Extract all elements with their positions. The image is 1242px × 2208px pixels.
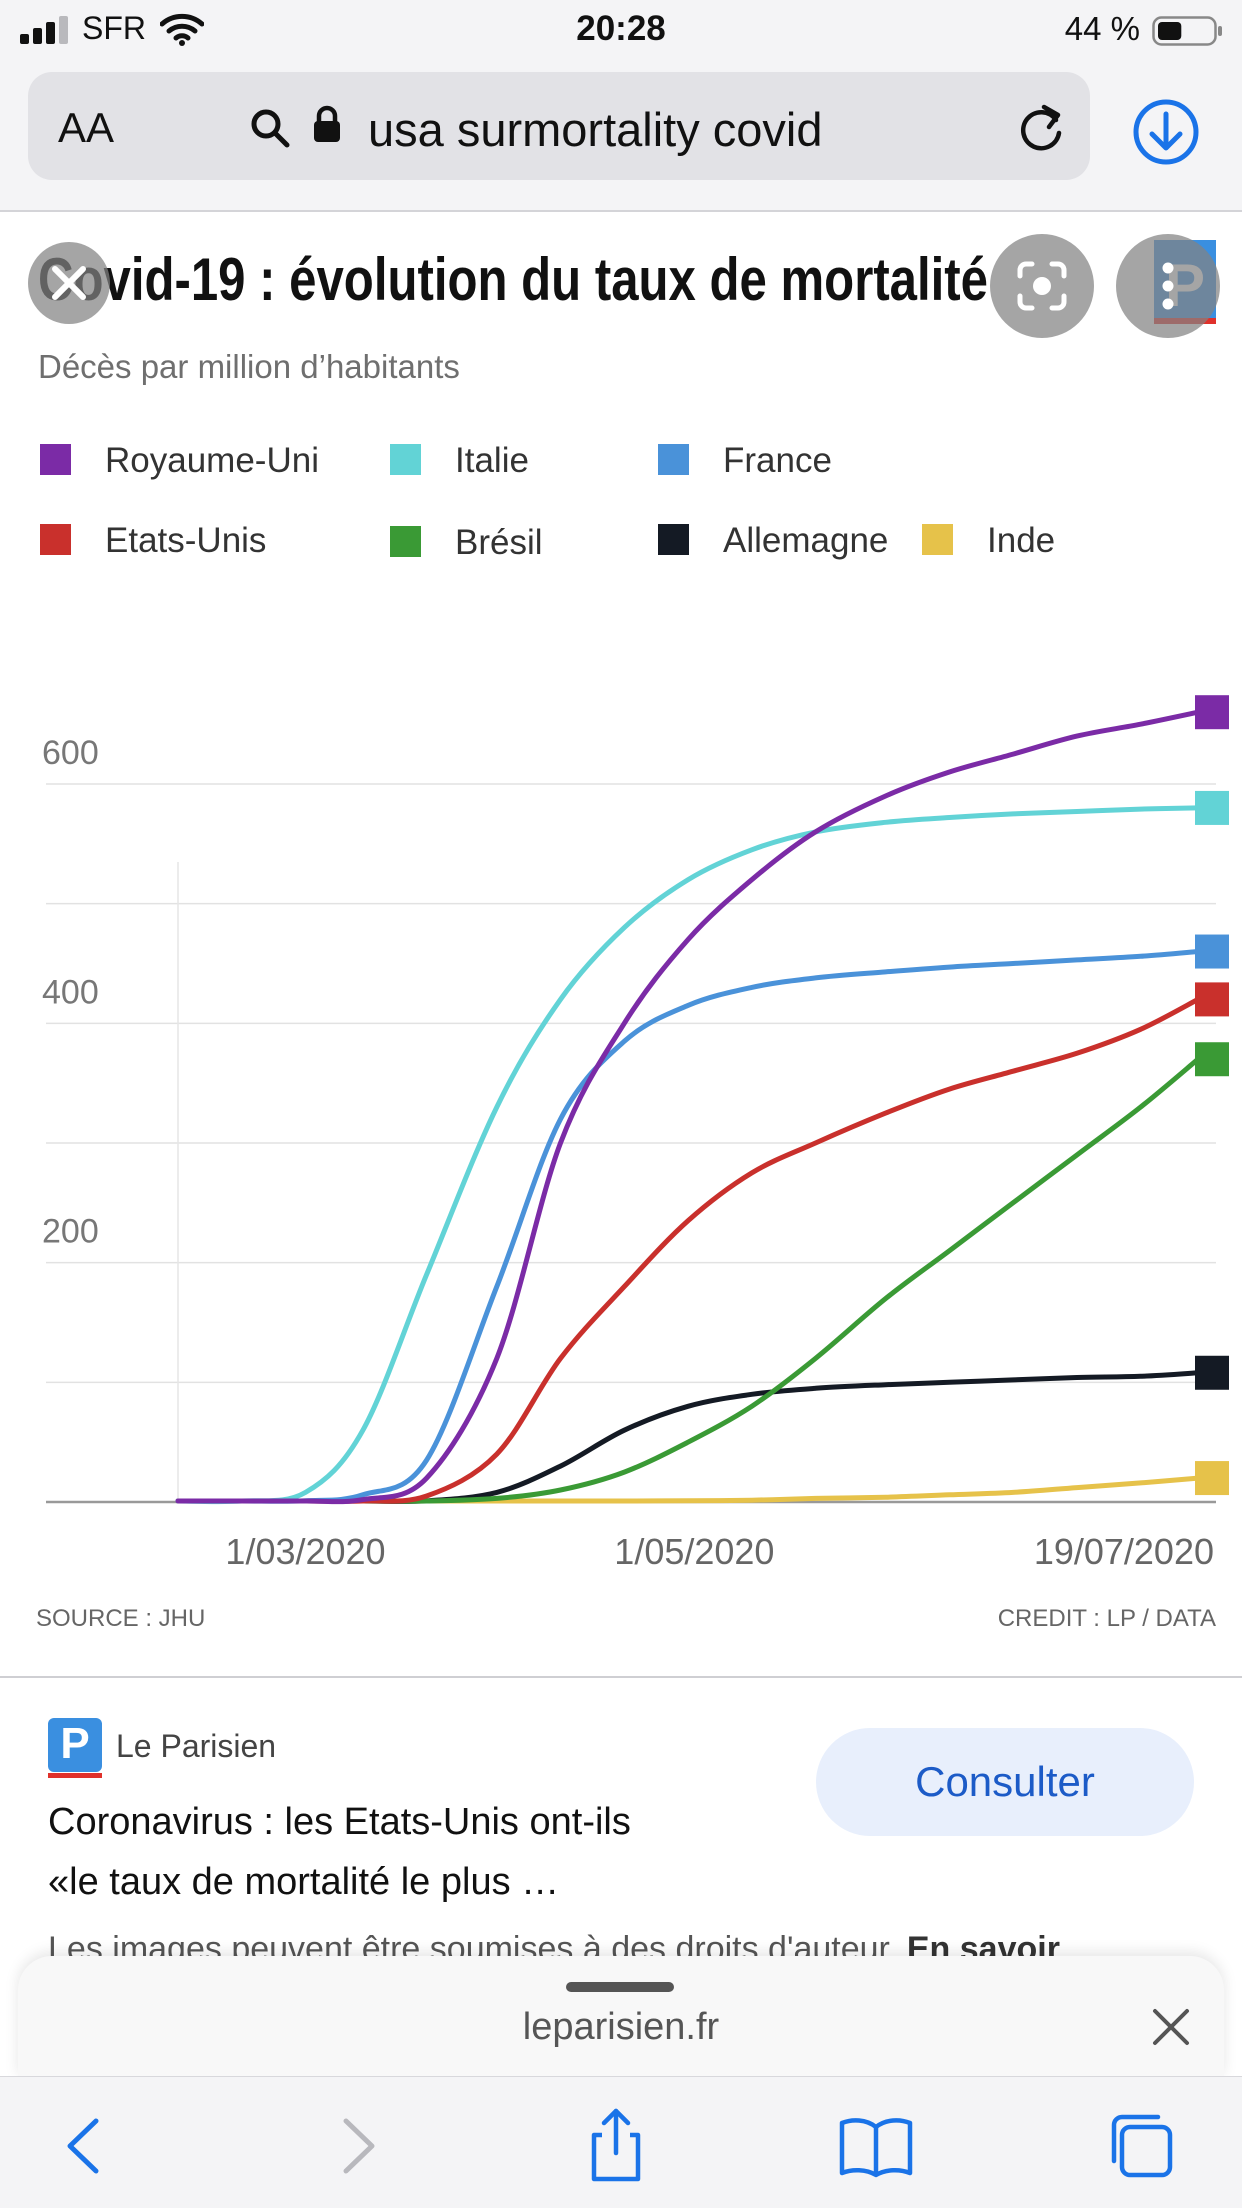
chart-legend: Royaume-Uni Italie France Etats-Unis Brésil A… xyxy=(40,441,1055,562)
sheet-domain: leparisien.fr xyxy=(522,2006,720,2048)
browser-toolbar xyxy=(0,2076,1242,2208)
legend-label: Allemagne xyxy=(723,521,888,560)
image-preview[interactable]: Covid-19 : évolution du taux de mortalit… xyxy=(0,212,1242,1678)
y-tick-label: 200 xyxy=(42,1213,99,1251)
legend-label: Brésil xyxy=(455,523,543,562)
legend-label: Italie xyxy=(455,441,529,480)
legend-label: Royaume-Uni xyxy=(105,441,319,480)
chart-grid xyxy=(46,783,1216,1504)
x-axis-ticks: 1/03/2020 1/05/2020 19/07/2020 xyxy=(225,1531,1214,1572)
battery-icon xyxy=(1152,16,1222,46)
more-vertical-icon xyxy=(1162,262,1174,310)
legend-swatch xyxy=(658,524,689,555)
y-tick-label: 400 xyxy=(42,973,99,1011)
series-end-marker xyxy=(1195,982,1229,1017)
chart-series xyxy=(175,695,1229,1505)
carrier-name: SFR xyxy=(82,10,146,46)
text-size-label: AA xyxy=(58,104,115,151)
grab-handle[interactable] xyxy=(566,1982,674,1992)
reload-icon[interactable] xyxy=(1016,102,1066,154)
series-line xyxy=(175,709,1201,1505)
legend-swatch xyxy=(390,444,421,475)
forward-icon[interactable] xyxy=(318,2111,394,2181)
result-title[interactable]: Coronavirus : les Etats-Unis ont-ils «le… xyxy=(48,1792,788,1912)
download-icon[interactable] xyxy=(1132,98,1200,166)
series-end-marker xyxy=(1195,695,1229,730)
clock: 20:28 xyxy=(576,9,666,48)
share-icon[interactable] xyxy=(578,2105,654,2183)
text-size-button[interactable]: AA xyxy=(58,104,114,152)
series-line xyxy=(175,805,1201,1505)
legend-swatch xyxy=(40,444,71,475)
y-axis-ticks: 200 400 600 xyxy=(42,734,99,1251)
lock-icon xyxy=(314,105,340,142)
legend-swatch xyxy=(390,526,421,557)
x-tick-label: 1/05/2020 xyxy=(614,1531,774,1572)
wifi-icon xyxy=(160,13,204,46)
series-line xyxy=(175,949,1201,1504)
chart-subtitle: Décès par million d’habitants xyxy=(38,348,460,385)
legend-label: Etats-Unis xyxy=(105,521,266,560)
x-tick-label: 19/07/2020 xyxy=(1034,1531,1214,1572)
more-options-button[interactable] xyxy=(1116,234,1220,338)
bottom-sheet[interactable]: leparisien.fr xyxy=(18,1956,1224,2078)
source-logo: P xyxy=(48,1718,102,1778)
y-tick-label: 600 xyxy=(42,734,99,772)
result-info: P Le Parisien Coronavirus : les Etats-Un… xyxy=(0,1680,1242,1968)
lens-icon xyxy=(1017,261,1067,311)
close-sheet-icon[interactable] xyxy=(1150,2006,1192,2048)
series-end-marker xyxy=(1195,1355,1229,1390)
legend-swatch xyxy=(922,524,953,555)
series-end-marker xyxy=(1195,1461,1229,1496)
series-line xyxy=(175,1370,1201,1504)
battery-percentage: 44 % xyxy=(1064,10,1140,47)
visual-search-button[interactable] xyxy=(990,234,1094,338)
chart-credit: CREDIT : LP / DATA xyxy=(998,1605,1216,1632)
legend-swatch xyxy=(658,444,689,475)
close-icon xyxy=(52,266,86,300)
back-icon[interactable] xyxy=(48,2111,124,2181)
chart-title: Covid-19 : évolution du taux de mortalit… xyxy=(38,246,988,313)
url-text: usa surmortality covid xyxy=(368,103,823,156)
tabs-icon[interactable] xyxy=(1104,2111,1180,2181)
bookmarks-icon[interactable] xyxy=(838,2111,914,2181)
result-title-line: Coronavirus : les Etats-Unis ont-ils xyxy=(48,1801,631,1843)
chart-source: SOURCE : JHU xyxy=(36,1605,205,1632)
x-tick-label: 1/03/2020 xyxy=(225,1531,385,1572)
legend-swatch xyxy=(40,524,71,555)
consult-button[interactable]: Consulter xyxy=(816,1728,1194,1836)
series-line xyxy=(175,1475,1201,1504)
series-line xyxy=(175,996,1201,1504)
series-end-marker xyxy=(1195,790,1229,825)
status-bar: SFR 20:28 44 % xyxy=(0,0,1242,62)
series-end-marker xyxy=(1195,934,1229,969)
legend-label: Inde xyxy=(987,521,1055,560)
mortality-chart: Covid-19 : évolution du taux de mortalit… xyxy=(36,240,1229,1632)
signal-strength-icon xyxy=(20,16,68,44)
legend-label: France xyxy=(723,441,832,480)
series-line xyxy=(175,1056,1201,1504)
close-image-button[interactable] xyxy=(28,242,110,324)
search-icon xyxy=(251,109,290,148)
address-bar[interactable]: AA usa surmortality covid xyxy=(28,72,1090,180)
series-end-marker xyxy=(1195,1042,1229,1077)
result-title-line: «le taux de mortalité le plus … xyxy=(48,1861,560,1903)
source-name[interactable]: Le Parisien xyxy=(116,1728,277,1764)
browser-header: AA usa surmortality covid xyxy=(0,62,1242,212)
